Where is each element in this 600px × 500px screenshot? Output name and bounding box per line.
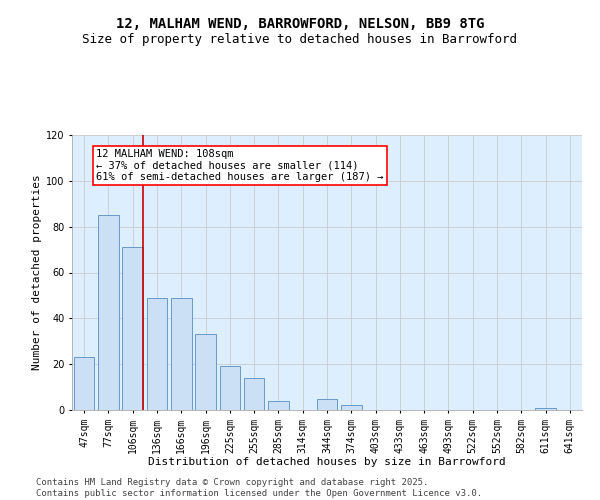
Y-axis label: Number of detached properties: Number of detached properties xyxy=(32,174,41,370)
Text: Contains HM Land Registry data © Crown copyright and database right 2025.
Contai: Contains HM Land Registry data © Crown c… xyxy=(36,478,482,498)
Bar xyxy=(122,248,143,410)
Bar xyxy=(220,366,240,410)
Bar xyxy=(195,334,216,410)
Text: Size of property relative to detached houses in Barrowford: Size of property relative to detached ho… xyxy=(83,32,517,46)
Bar xyxy=(244,378,265,410)
Bar xyxy=(535,408,556,410)
Bar xyxy=(317,398,337,410)
Text: 12, MALHAM WEND, BARROWFORD, NELSON, BB9 8TG: 12, MALHAM WEND, BARROWFORD, NELSON, BB9… xyxy=(116,18,484,32)
Bar xyxy=(341,406,362,410)
Bar xyxy=(171,298,191,410)
Text: 12 MALHAM WEND: 108sqm
← 37% of detached houses are smaller (114)
61% of semi-de: 12 MALHAM WEND: 108sqm ← 37% of detached… xyxy=(96,149,384,182)
Bar xyxy=(98,215,119,410)
Bar xyxy=(268,401,289,410)
X-axis label: Distribution of detached houses by size in Barrowford: Distribution of detached houses by size … xyxy=(148,457,506,467)
Bar xyxy=(146,298,167,410)
Bar xyxy=(74,358,94,410)
